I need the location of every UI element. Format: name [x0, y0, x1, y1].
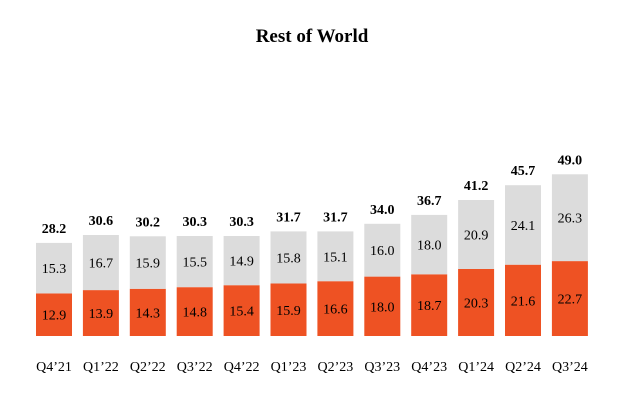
data-label: 13.9: [89, 307, 114, 322]
total-label: 31.7: [276, 210, 301, 225]
data-label: 14.8: [182, 306, 207, 321]
data-label: 12.9: [42, 309, 67, 324]
bar-segment: [36, 293, 72, 336]
bar-segment: [505, 185, 541, 265]
total-label: 36.7: [417, 194, 442, 209]
total-label: 28.2: [42, 222, 67, 237]
bar-segment: [176, 287, 213, 336]
bar-segment: [364, 276, 401, 336]
bar-segment: [551, 174, 588, 262]
x-tick-label: Q1’22: [83, 360, 119, 375]
bar-segment: [317, 281, 354, 336]
bar-segment: [505, 264, 541, 336]
data-label: 20.3: [464, 297, 489, 312]
data-label: 18.7: [417, 299, 442, 314]
x-tick-label: Q4’23: [411, 360, 447, 375]
x-tick-label: Q4’22: [224, 360, 260, 375]
total-label: 30.2: [136, 215, 161, 230]
total-label: 45.7: [511, 164, 536, 179]
total-label: 31.7: [323, 210, 348, 225]
x-tick-label: Q1’23: [271, 360, 307, 375]
x-tick-label: Q4’21: [36, 360, 72, 375]
bar-segment: [270, 283, 307, 336]
data-label: 20.9: [464, 229, 489, 244]
data-label: 24.1: [511, 219, 536, 234]
bar-segment: [82, 235, 119, 291]
bar-segment: [36, 242, 72, 294]
data-label: 16.7: [89, 257, 114, 272]
x-tick-label: Q1’24: [458, 360, 494, 375]
bar-segment: [223, 285, 260, 336]
total-label: 30.3: [182, 215, 207, 230]
chart-title: Rest of World: [255, 26, 369, 47]
data-label: 15.5: [182, 256, 207, 271]
bar-segment: [82, 290, 119, 336]
x-tick-label: Q2’24: [505, 360, 541, 375]
bar-segment: [270, 231, 307, 284]
total-label: 30.6: [89, 214, 114, 229]
x-tick-label: Q2’22: [130, 360, 166, 375]
total-label: 30.3: [229, 215, 254, 230]
bar-segment: [129, 236, 166, 289]
x-tick-label: Q2’23: [318, 360, 354, 375]
bar-segment: [458, 200, 495, 269]
bar-segment: [411, 274, 448, 336]
bar-segment: [223, 236, 260, 286]
x-tick-label: Q3’23: [364, 360, 400, 375]
data-label: 21.6: [511, 294, 536, 309]
data-label: 15.3: [42, 262, 67, 277]
bar-segment: [129, 288, 166, 336]
bar-segment: [176, 236, 213, 288]
total-label: 41.2: [464, 179, 489, 194]
total-label: 49.0: [558, 153, 583, 168]
data-label: 15.9: [136, 257, 161, 272]
data-label: 26.3: [558, 212, 583, 227]
bar-segment: [364, 223, 401, 277]
data-label: 16.6: [323, 303, 348, 318]
bar-segment: [411, 214, 448, 275]
data-label: 15.1: [323, 250, 348, 265]
x-tick-label: Q3’22: [177, 360, 213, 375]
total-label: 34.0: [370, 203, 395, 218]
data-label: 18.0: [417, 239, 442, 254]
data-label: 16.0: [370, 244, 395, 259]
data-label: 14.9: [229, 255, 254, 270]
data-label: 14.3: [136, 306, 161, 321]
bar-segment: [551, 261, 588, 336]
data-label: 18.0: [370, 300, 395, 315]
data-label: 22.7: [558, 293, 583, 308]
data-label: 15.9: [276, 304, 301, 319]
bar-segment: [458, 269, 495, 336]
bar-segment: [317, 231, 354, 282]
x-tick-label: Q3’24: [552, 360, 588, 375]
data-label: 15.8: [276, 252, 301, 267]
data-label: 15.4: [229, 305, 254, 320]
